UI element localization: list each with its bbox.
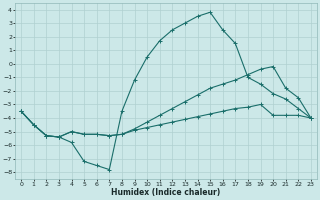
X-axis label: Humidex (Indice chaleur): Humidex (Indice chaleur) [111,188,220,197]
